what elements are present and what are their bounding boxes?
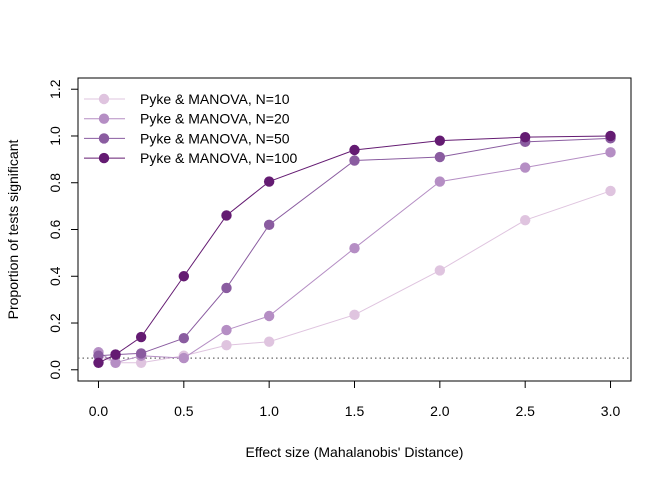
y-tick-label: 0.0 (47, 360, 63, 380)
data-point (221, 210, 232, 221)
y-tick-label: 0.4 (47, 266, 63, 286)
x-tick-label: 0.5 (174, 403, 194, 419)
x-tick-label: 2.0 (430, 403, 450, 419)
data-point (605, 147, 616, 158)
data-point (178, 271, 190, 282)
x-tick-label: 1.5 (345, 403, 365, 419)
data-point (349, 243, 360, 254)
series-line (98, 137, 611, 357)
y-tick-label: 0.8 (47, 173, 63, 193)
x-tick-label: 1.0 (259, 403, 279, 419)
data-point (605, 130, 616, 142)
data-point (221, 282, 232, 294)
legend-item: Pyke & MANOVA, N=10 (84, 91, 290, 107)
legend-label: Pyke & MANOVA, N=100 (140, 150, 298, 166)
legend-label: Pyke & MANOVA, N=10 (140, 91, 290, 107)
data-point (434, 151, 446, 163)
series-line (98, 190, 611, 364)
data-point (110, 357, 121, 368)
data-point (221, 340, 232, 351)
x-axis: 0.0 0.5 1.0 1.5 2.0 2.5 3.0 (89, 380, 621, 419)
data-point (519, 131, 531, 143)
data-point (349, 309, 360, 321)
series (93, 185, 616, 368)
series (93, 147, 616, 368)
series-line (98, 135, 611, 364)
data-point (178, 352, 190, 364)
x-tick-label: 2.5 (515, 403, 535, 419)
data-point (434, 265, 446, 276)
data-point (178, 333, 190, 344)
legend-item: Pyke & MANOVA, N=50 (84, 130, 290, 146)
series (93, 130, 616, 368)
x-tick-label: 0.0 (89, 403, 109, 419)
legend-marker (98, 93, 110, 105)
data-point (263, 310, 275, 322)
series-line (98, 151, 611, 364)
data-point (263, 336, 275, 347)
data-point (349, 155, 360, 166)
data-point (263, 219, 275, 231)
data-point (110, 349, 121, 360)
legend-item: Pyke & MANOVA, N=100 (84, 150, 298, 166)
legend-marker (98, 113, 110, 124)
data-point (434, 135, 446, 146)
y-tick-label: 0.2 (47, 313, 63, 333)
data-point (135, 331, 147, 343)
x-axis-label: Effect size (Mahalanobis' Distance) (246, 444, 464, 460)
data-point (135, 348, 147, 359)
y-axis-label: Proportion of tests significant (5, 140, 21, 320)
data-point (519, 214, 531, 226)
legend-label: Pyke & MANOVA, N=20 (140, 111, 290, 127)
legend-marker (98, 152, 110, 164)
legend: Pyke & MANOVA, N=10 Pyke & MANOVA, N=20 Py… (84, 91, 298, 166)
data-point (93, 357, 104, 368)
data-point (434, 176, 446, 187)
y-tick-label: 1.0 (47, 126, 63, 146)
y-axis: 0.0 0.2 0.4 0.6 0.8 1.0 1.2 (47, 79, 79, 380)
series-layer (93, 130, 616, 368)
series (93, 133, 616, 361)
data-point (519, 162, 531, 173)
legend-marker (98, 133, 110, 144)
legend-item: Pyke & MANOVA, N=20 (84, 111, 290, 127)
legend-label: Pyke & MANOVA, N=50 (140, 130, 290, 146)
data-point (221, 324, 232, 336)
data-point (349, 144, 360, 156)
y-tick-label: 0.6 (47, 220, 63, 240)
y-tick-label: 1.2 (47, 79, 63, 99)
data-point (263, 176, 275, 187)
x-tick-label: 3.0 (601, 403, 621, 419)
data-point (605, 185, 616, 197)
